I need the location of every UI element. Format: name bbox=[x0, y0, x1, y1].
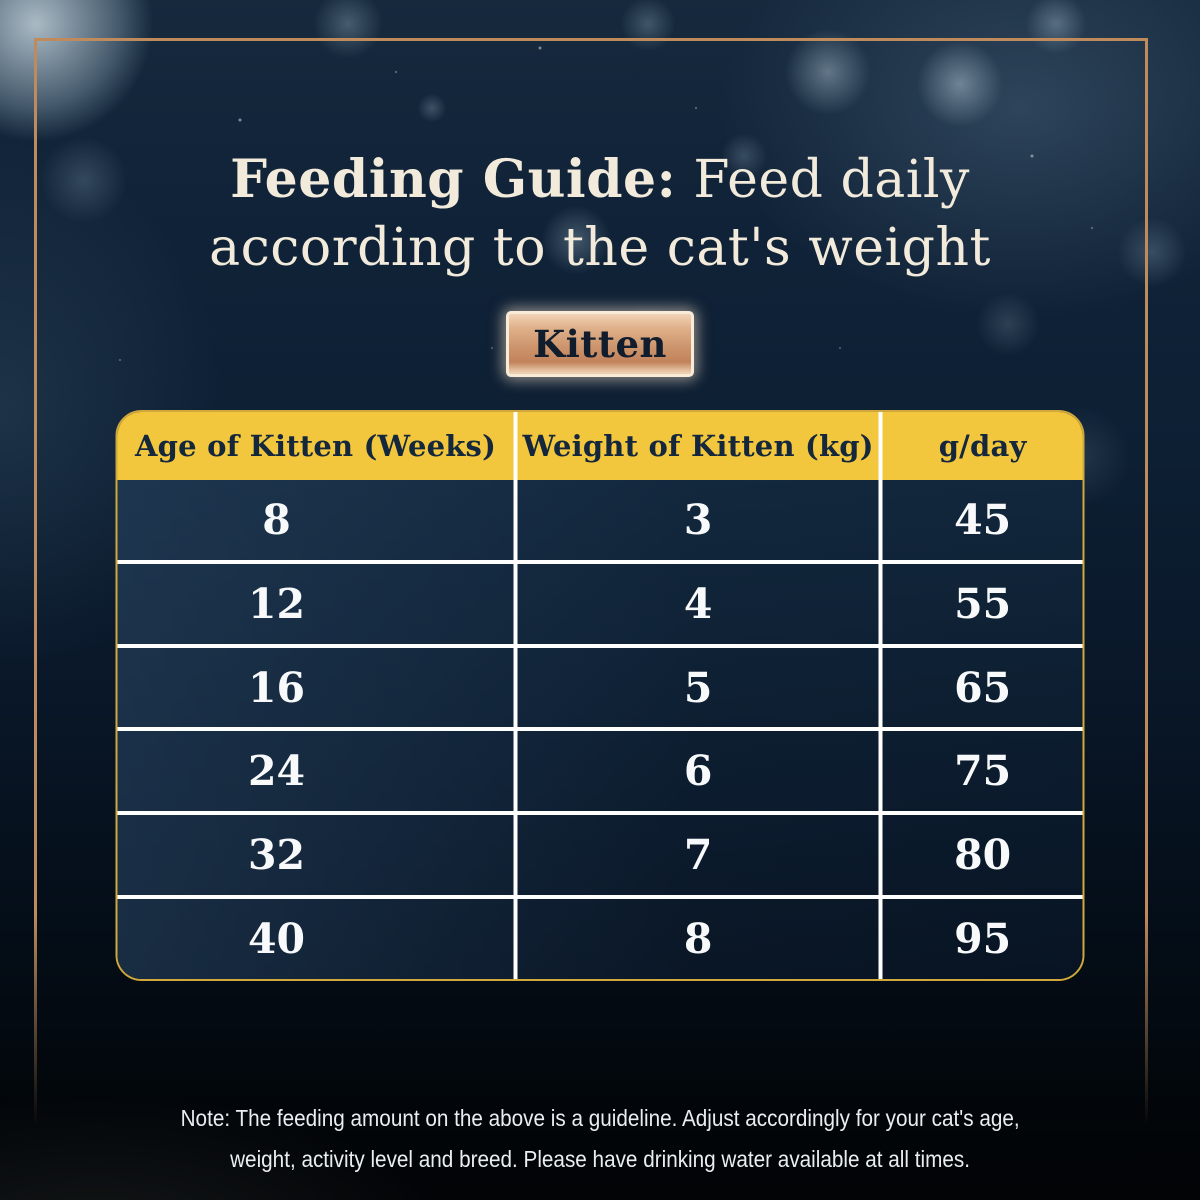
table-row: 40 8 95 bbox=[117, 895, 1083, 979]
table-cell: 80 bbox=[954, 831, 1012, 880]
table-row: 24 6 75 bbox=[117, 727, 1083, 812]
table-cell: 45 bbox=[954, 495, 1012, 544]
table-header-row: Age of Kitten (Weeks) Weight of Kitten (k… bbox=[117, 412, 1083, 480]
title-emphasis: Feeding Guide: bbox=[230, 149, 677, 210]
title-line1: Feeding Guide: Feed daily bbox=[0, 146, 1200, 214]
title-line2: according to the cat's weight bbox=[209, 218, 991, 278]
column-header: Age of Kitten (Weeks) bbox=[118, 412, 518, 480]
table-row: 8 3 45 bbox=[118, 480, 1083, 560]
table-cell: 8 bbox=[517, 899, 883, 979]
table-cell: 4 bbox=[517, 563, 883, 644]
footnote-line1: Note: The feeding amount on the above is… bbox=[180, 1105, 1020, 1131]
title-rest: Feed daily bbox=[676, 150, 970, 210]
footnote-line2: weight, activity level and breed. Please… bbox=[230, 1146, 970, 1172]
table-cell: 6 bbox=[517, 731, 883, 812]
table-cell: 3 bbox=[517, 480, 883, 560]
page-title: Feeding Guide: Feed daily according to t… bbox=[0, 146, 1200, 282]
column-header: Weight of Kitten (kg) bbox=[517, 412, 883, 480]
column-header: g/day bbox=[938, 429, 1027, 463]
category-badge-label: Kitten bbox=[533, 322, 667, 366]
table-row: 16 5 65 bbox=[117, 643, 1083, 728]
table-cell: 24 bbox=[118, 731, 518, 812]
table-cell: 65 bbox=[954, 663, 1012, 712]
table-cell: 7 bbox=[517, 815, 883, 896]
footnote: Note: The feeding amount on the above is… bbox=[0, 1098, 1200, 1180]
table-cell: 40 bbox=[118, 899, 518, 979]
table-cell: 32 bbox=[118, 815, 518, 896]
table-cell: 95 bbox=[954, 915, 1012, 964]
table-cell: 5 bbox=[517, 647, 883, 728]
decorative-frame bbox=[34, 38, 1148, 1160]
table-cell: 8 bbox=[118, 480, 518, 560]
table-cell: 16 bbox=[118, 647, 518, 728]
category-badge: Kitten bbox=[506, 311, 694, 377]
table-cell: 55 bbox=[954, 579, 1012, 628]
table-row: 32 7 80 bbox=[117, 811, 1083, 896]
feeding-table: Age of Kitten (Weeks) Weight of Kitten (k… bbox=[115, 410, 1085, 981]
table-cell: 12 bbox=[118, 563, 518, 644]
table-row: 12 4 55 bbox=[117, 559, 1083, 644]
table-cell: 75 bbox=[954, 747, 1012, 796]
table-body: 8 3 45 12 4 55 16 5 65 24 6 75 32 7 80 40 8 95 bbox=[117, 480, 1083, 979]
